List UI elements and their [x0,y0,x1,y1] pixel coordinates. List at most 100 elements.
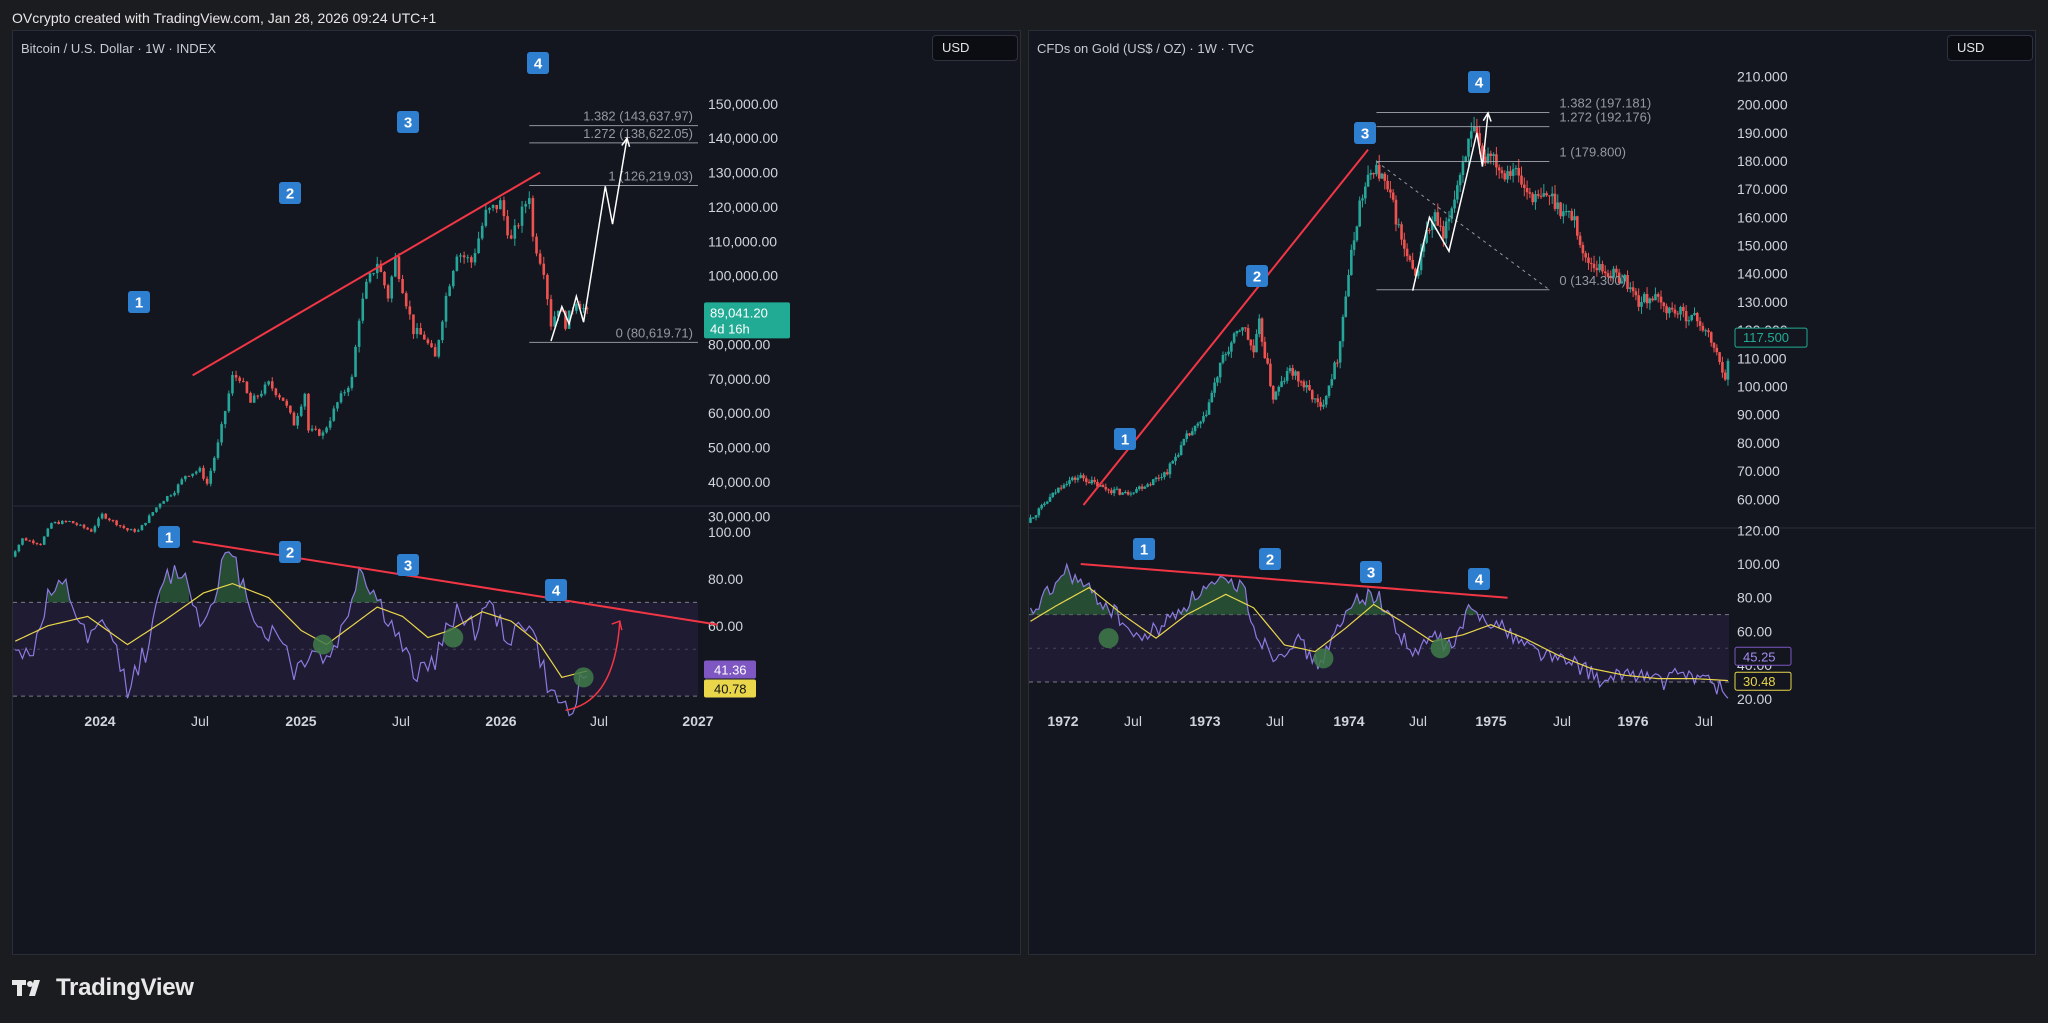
right-candle [1121,492,1124,495]
left-candle [307,393,310,431]
left-candle [578,304,582,309]
left-price-badge-value: 89,041.20 [710,305,768,320]
right-candle [1377,164,1381,179]
right-candle [1313,398,1317,400]
right-candle [1338,341,1342,363]
left-candle [379,263,383,273]
left-candle [50,523,53,529]
left-candle [115,520,118,526]
left-candle [303,393,307,407]
left-candle [144,522,147,526]
right-candle [1280,381,1283,387]
right-candle [1564,211,1568,213]
tradingview-logo[interactable]: TradingView [12,973,194,1003]
left-candle [350,376,354,388]
right-candle [1347,275,1350,297]
left-candle [575,304,578,311]
right-candle [1132,492,1135,494]
left-candle [491,204,495,208]
left-candle [260,393,263,397]
currency-selector-right[interactable]: USD [1947,35,2033,61]
currency-selector-left[interactable]: USD [932,35,1018,61]
right-candle [1216,377,1219,383]
right-y-tick: 200.000 [1737,97,1788,113]
left-candle [404,293,408,307]
left-candle [194,471,198,474]
right-candle [1483,156,1487,164]
right-candle [1244,327,1247,329]
right-candle [1059,487,1063,489]
left-candle [252,395,256,403]
left-x-tick: 2025 [285,713,316,729]
left-candle [582,308,585,310]
left-candle [191,473,194,476]
right-candle [1626,274,1629,290]
right-price-badge-value: 117.500 [1743,330,1789,345]
left-candle [455,256,459,271]
right-candle [1511,169,1515,176]
right-candle [1550,193,1554,197]
bitcoin-chart-canvas[interactable]: 150,000.00140,000.00130,000.00120,000.00… [13,31,1020,954]
left-candle [238,377,241,381]
left-candle [216,442,220,458]
right-candle [1503,173,1507,180]
right-candle [1489,153,1493,157]
right-candle [1218,362,1222,378]
left-candle [223,411,227,425]
left-candle [202,467,205,479]
right-candle [1456,185,1459,200]
right-candle [1542,193,1546,197]
right-candle [1207,402,1211,415]
right-candle [1411,259,1414,269]
right-wave-badge [1246,265,1268,287]
left-wave-label: 3 [404,115,412,132]
right-candle [1126,492,1130,495]
right-candle [1238,330,1242,332]
left-candle [285,400,289,406]
left-candle [585,308,589,310]
right-rsi-overbought-fill [1030,564,1109,615]
right-candle [1107,489,1110,491]
right-candle [1578,235,1582,245]
gold-chart-panel[interactable]: 210.000 200.000 190.000 180.000 170.000 160.0… [1028,30,2036,955]
left-y-tick: 130,000.00 [708,165,778,181]
right-y-tick: 100.000 [1737,379,1788,395]
left-candle [451,270,455,287]
left-candle [462,255,466,258]
gold-chart-canvas[interactable]: 210.000200.000190.000180.000170.000160.0… [1029,31,2035,954]
right-candle [1715,347,1719,353]
bitcoin-chart-panel[interactable]: 150,000.00 140,000.00 130,000.00 120,000.00… [12,30,1021,955]
left-candle [484,209,488,226]
left-rsi-overbought-fill [351,567,381,603]
left-candle [343,392,346,394]
left-rsi-y-tick: 80.00 [708,571,743,587]
left-candle [57,522,60,525]
right-candle [1344,296,1348,317]
left-candle [412,314,415,335]
right-candle [1486,153,1490,164]
left-candle [310,428,314,431]
right-candle [1137,486,1141,490]
right-candle [1548,195,1551,197]
left-candle [524,204,527,207]
right-candle [1057,487,1060,493]
left-candle [318,429,321,436]
right-candle [1372,172,1375,175]
left-candle [441,321,444,341]
left-candle [357,320,361,347]
right-candle [1651,298,1654,301]
right-candle [1654,294,1657,301]
left-candle [21,538,24,545]
left-candle [270,381,274,389]
right-candle [1475,126,1479,134]
left-candle [466,257,470,259]
left-y-tick: 110,000.00 [708,233,777,249]
right-candle [1450,208,1454,219]
left-candle [64,520,68,522]
left-candle [198,467,202,472]
left-wave-label: 1 [135,295,143,312]
right-x-tick: Jul [1553,713,1571,729]
right-candle [1386,180,1389,190]
left-fib-label: 1 (126,219.03) [608,169,693,184]
left-x-tick: Jul [191,713,209,729]
